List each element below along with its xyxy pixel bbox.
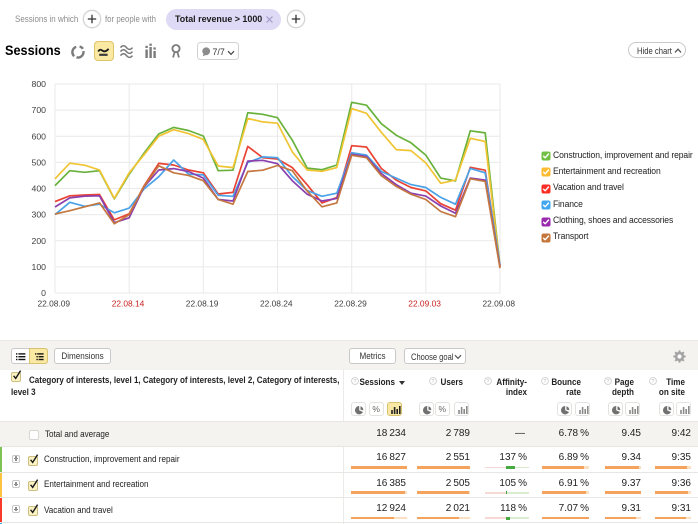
svg-text:22.08.24: 22.08.24 [260, 299, 293, 309]
svg-text:100: 100 [32, 262, 47, 272]
svg-text:0: 0 [41, 288, 46, 298]
svg-text:200: 200 [32, 236, 47, 246]
svg-text:300: 300 [32, 210, 47, 220]
svg-text:22.09.03: 22.09.03 [408, 299, 441, 309]
svg-text:800: 800 [32, 79, 47, 89]
svg-text:22.08.19: 22.08.19 [186, 299, 219, 309]
svg-text:700: 700 [32, 105, 47, 115]
svg-text:22.08.29: 22.08.29 [334, 299, 367, 309]
svg-text:?: ? [486, 378, 489, 384]
svg-text:?: ? [431, 378, 434, 384]
svg-text:400: 400 [32, 184, 47, 194]
svg-text:?: ? [651, 378, 654, 384]
svg-text:?: ? [543, 378, 546, 384]
svg-text:22.08.09: 22.08.09 [37, 299, 70, 309]
svg-text:22.08.14: 22.08.14 [112, 299, 145, 309]
svg-text:600: 600 [32, 131, 47, 141]
svg-text:?: ? [353, 378, 356, 384]
svg-text:?: ? [606, 378, 609, 384]
svg-text:22.09.08: 22.09.08 [482, 299, 515, 309]
svg-text:500: 500 [32, 158, 47, 168]
